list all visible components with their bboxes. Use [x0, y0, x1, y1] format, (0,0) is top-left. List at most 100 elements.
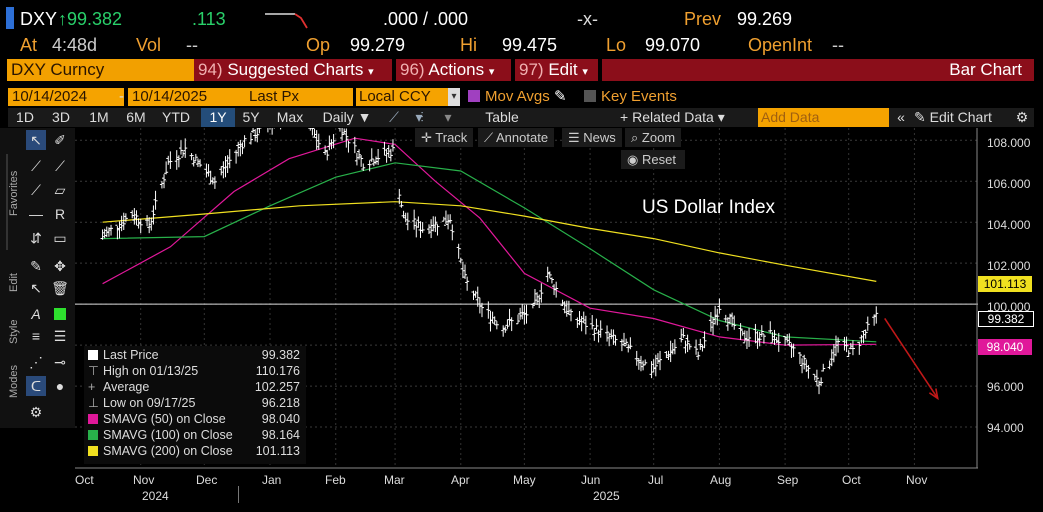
legend-row[interactable]: SMAVG (100) on Close 98.164: [88, 427, 304, 443]
legend-row[interactable]: Last Price 99.382: [88, 347, 304, 363]
mov-avgs-toggle[interactable]: Mov Avgs ✎: [468, 88, 567, 106]
legend-swatch: [88, 446, 98, 456]
key-events-label: Key Events: [601, 88, 677, 105]
table-button[interactable]: Table: [485, 109, 519, 125]
tab-1d[interactable]: 1D: [16, 109, 34, 125]
settings-icon[interactable]: ⚙: [29, 404, 43, 420]
legend-row[interactable]: ⊤ High on 01/13/25 110.176: [88, 363, 304, 379]
track-tool[interactable]: ✛ Track: [415, 128, 474, 147]
x-tick-label: Oct: [75, 473, 94, 487]
chart-annotation[interactable]: US Dollar Index: [642, 197, 776, 218]
x-tick-label: Dec: [196, 473, 218, 487]
edit-chart-button[interactable]: ✎ Edit Chart: [914, 108, 1012, 127]
tab-max[interactable]: Max: [276, 109, 304, 125]
high-marker-icon: ⊤: [88, 364, 99, 378]
color-swatch-icon[interactable]: [50, 304, 70, 324]
segment-icon[interactable]: ⟋: [31, 182, 41, 198]
actions-menu[interactable]: 96) Actions ▾: [396, 59, 511, 81]
net-change: .113: [192, 9, 226, 29]
frequency-select[interactable]: Daily ▼: [316, 108, 378, 127]
legend-value: 110.176: [255, 364, 300, 378]
line-style-icon[interactable]: ☰: [53, 328, 67, 344]
field-select[interactable]: Last Px: [246, 88, 353, 106]
fibonacci-icon[interactable]: ⇵: [30, 230, 42, 246]
drawing-toolbar: Favorites Edit Style Modes ↖ ✐ ⟋ ⟋ ⟋ ▱ —…: [0, 128, 75, 428]
chart-style-icon[interactable]: ▾: [415, 109, 423, 125]
tab-6m[interactable]: 6M: [126, 109, 146, 125]
rectangle-icon[interactable]: ▭: [53, 230, 67, 246]
reset-button[interactable]: ◉ Reset: [621, 150, 685, 169]
related-data-menu[interactable]: + Related Data ▾: [620, 108, 746, 127]
tab-ytd[interactable]: YTD: [162, 109, 190, 125]
currency-dropdown-icon[interactable]: ▾: [448, 88, 460, 106]
zoom-tool[interactable]: ⌕ Zoom: [625, 128, 682, 147]
pencil-icon[interactable]: ✎: [553, 88, 567, 105]
last-price: ↑99.382: [58, 9, 123, 29]
legend-row[interactable]: SMAVG (200) on Close 101.113: [88, 443, 304, 459]
y-tick-label: 96.000: [987, 380, 1024, 394]
news-tool[interactable]: ☰ News: [562, 128, 622, 147]
channel-icon[interactable]: ▱: [54, 182, 66, 198]
x-tick-label: Nov: [133, 473, 155, 487]
annotate-tool[interactable]: ⟋ Annotate: [478, 128, 555, 147]
pen-icon[interactable]: ✐: [54, 132, 66, 148]
legend-row[interactable]: SMAVG (50) on Close 98.040: [88, 411, 304, 427]
add-data-input[interactable]: Add Data: [758, 108, 889, 127]
key-events-toggle[interactable]: Key Events: [584, 88, 677, 106]
edit-label: Edit: [8, 273, 20, 292]
date-from-input[interactable]: 10/14/2024: [8, 88, 124, 106]
price-chart[interactable]: [75, 128, 978, 471]
x-tick-label: Jul: [648, 473, 664, 487]
text-style-icon[interactable]: A: [31, 306, 41, 322]
line-weight-icon[interactable]: ≡: [31, 328, 41, 344]
openint-label: OpenInt: [748, 35, 813, 55]
legend-row[interactable]: + Average 102.257: [88, 379, 304, 395]
curve-mode-icon[interactable]: ᑕ: [26, 376, 46, 396]
chart-legend: Last Price 99.382 ⊤ High on 01/13/25 110.…: [84, 346, 306, 464]
collapse-icon[interactable]: «: [897, 109, 905, 125]
date-to-input[interactable]: 10/14/2025: [128, 88, 248, 106]
trash-icon[interactable]: 🗑: [51, 280, 69, 296]
menu-number: 94): [198, 60, 223, 79]
move-icon[interactable]: ✥: [54, 258, 66, 274]
tab-5y[interactable]: 5Y: [242, 109, 260, 125]
text-tool-icon[interactable]: R: [54, 206, 66, 222]
tab-1y[interactable]: 1Y: [201, 108, 235, 127]
year-divider: [238, 486, 239, 503]
line-chart-icon[interactable]: ⟋: [389, 109, 399, 125]
select-icon[interactable]: ↖: [30, 280, 42, 296]
caret-down-icon: ▾: [488, 66, 495, 78]
x-tick-label: May: [513, 473, 536, 487]
bar-style-icon[interactable]: ⫶: [420, 109, 424, 125]
pattern-icon[interactable]: ⋰: [29, 354, 43, 370]
tab-3d[interactable]: 3D: [52, 109, 70, 125]
year-label: 2025: [593, 489, 620, 503]
tab-1m[interactable]: 1M: [89, 109, 109, 125]
suggested-charts-menu[interactable]: 94) Suggested Charts ▾: [194, 59, 392, 81]
security-field[interactable]: DXY Curncy: [7, 59, 194, 81]
legend-label: Low on 09/17/25: [103, 396, 196, 410]
year-label: 2024: [142, 489, 169, 503]
trendline-icon[interactable]: ⟋: [31, 158, 41, 174]
edit-pen-icon[interactable]: ✎: [30, 258, 42, 274]
magnet-icon[interactable]: ⊸: [54, 354, 66, 370]
caret-down-icon: ▼: [357, 109, 372, 125]
caret-down-icon: ▾: [717, 109, 725, 125]
y-tick-label: 108.000: [987, 136, 1031, 150]
horizontal-line-icon[interactable]: —: [29, 206, 43, 222]
legend-label: Average: [103, 380, 150, 394]
legend-row[interactable]: ⊥ Low on 09/17/25 96.218: [88, 395, 304, 411]
chart-type-label: Bar Chart: [949, 60, 1022, 79]
news-icon: ☰: [568, 130, 584, 145]
legend-value: 98.164: [261, 428, 300, 442]
pointer-icon[interactable]: ↖: [26, 130, 46, 150]
ray-icon[interactable]: ⟋: [55, 158, 65, 174]
edit-menu[interactable]: 97) Edit ▾: [515, 59, 598, 81]
gear-icon[interactable]: ⚙: [1015, 109, 1029, 125]
y-tick-label: 94.000: [987, 421, 1024, 435]
currency-select[interactable]: Local CCY: [356, 88, 451, 106]
pencil-icon: ✎: [914, 109, 926, 125]
style-dropdown-icon[interactable]: ▾: [444, 109, 452, 125]
news-label: News: [583, 130, 616, 145]
palette-icon[interactable]: ●: [55, 378, 65, 394]
